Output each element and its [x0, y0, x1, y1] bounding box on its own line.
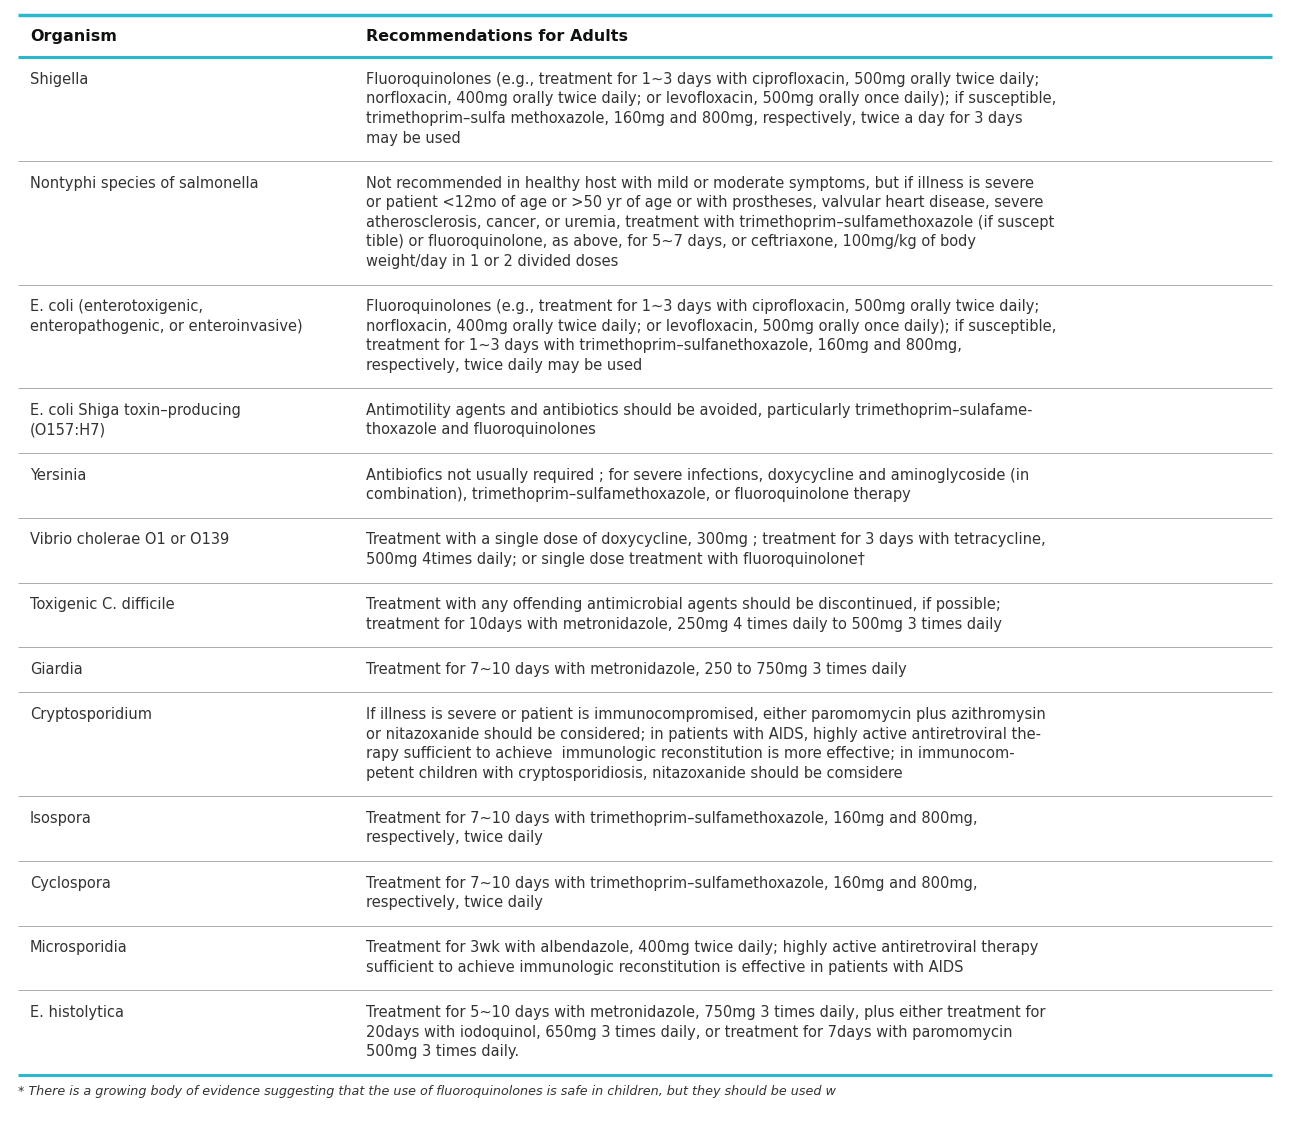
- Text: Shigella: Shigella: [30, 72, 89, 87]
- Text: * There is a growing body of evidence suggesting that the use of fluoroquinolone: * There is a growing body of evidence su…: [18, 1085, 836, 1097]
- Text: treatment for 1∼3 days with trimethoprim–sulfanethoxazole, 160mg and 800mg,: treatment for 1∼3 days with trimethoprim…: [366, 339, 962, 353]
- Text: Treatment for 7∼10 days with trimethoprim–sulfamethoxazole, 160mg and 800mg,: Treatment for 7∼10 days with trimethopri…: [366, 810, 978, 826]
- Text: tible) or fluoroquinolone, as above, for 5∼7 days, or ceftriaxone, 100mg/kg of b: tible) or fluoroquinolone, as above, for…: [366, 234, 977, 249]
- Text: 20days with iodoquinol, 650mg 3 times daily, or treatment for 7days with paromom: 20days with iodoquinol, 650mg 3 times da…: [366, 1025, 1013, 1039]
- Text: E. histolytica: E. histolytica: [30, 1006, 124, 1020]
- Text: Yersinia: Yersinia: [30, 467, 86, 482]
- Text: rapy sufficient to achieve  immunologic reconstitution is more effective; in imm: rapy sufficient to achieve immunologic r…: [366, 747, 1015, 761]
- Text: petent children with cryptosporidiosis, nitazoxanide should be comsidere: petent children with cryptosporidiosis, …: [366, 766, 903, 780]
- Text: respectively, twice daily may be used: respectively, twice daily may be used: [366, 358, 642, 372]
- Text: Not recommended in healthy host with mild or moderate symptoms, but if illness i: Not recommended in healthy host with mil…: [366, 176, 1035, 191]
- Text: Treatment for 3wk with albendazole, 400mg twice daily; highly active antiretrovi: Treatment for 3wk with albendazole, 400m…: [366, 941, 1038, 955]
- Text: respectively, twice daily: respectively, twice daily: [366, 895, 543, 910]
- Text: combination), trimethoprim–sulfamethoxazole, or fluoroquinolone therapy: combination), trimethoprim–sulfamethoxaz…: [366, 488, 911, 502]
- Text: treatment for 10days with metronidazole, 250mg 4 times daily to 500mg 3 times da: treatment for 10days with metronidazole,…: [366, 617, 1002, 631]
- Text: E. coli Shiga toxin–producing: E. coli Shiga toxin–producing: [30, 402, 241, 418]
- Text: norfloxacin, 400mg orally twice daily; or levofloxacin, 500mg orally once daily): norfloxacin, 400mg orally twice daily; o…: [366, 318, 1057, 334]
- Text: Antibiofics not usually required ; for severe infections, doxycycline and aminog: Antibiofics not usually required ; for s…: [366, 467, 1029, 482]
- Text: may be used: may be used: [366, 130, 461, 146]
- Text: If illness is severe or patient is immunocompromised, either paromomycin plus az: If illness is severe or patient is immun…: [366, 707, 1046, 722]
- Text: 500mg 3 times daily.: 500mg 3 times daily.: [366, 1044, 519, 1059]
- Text: (O157:H7): (O157:H7): [30, 423, 106, 437]
- Text: respectively, twice daily: respectively, twice daily: [366, 831, 543, 845]
- Text: Recommendations for Adults: Recommendations for Adults: [366, 29, 628, 44]
- Text: norfloxacin, 400mg orally twice daily; or levofloxacin, 500mg orally once daily): norfloxacin, 400mg orally twice daily; o…: [366, 92, 1057, 106]
- Text: Treatment with a single dose of doxycycline, 300mg ; treatment for 3 days with t: Treatment with a single dose of doxycycl…: [366, 532, 1046, 547]
- Text: 500mg 4times daily; or single dose treatment with fluoroquinolone†: 500mg 4times daily; or single dose treat…: [366, 552, 866, 567]
- Text: Vibrio cholerae O1 or O139: Vibrio cholerae O1 or O139: [30, 532, 230, 547]
- Text: thoxazole and fluoroquinolones: thoxazole and fluoroquinolones: [366, 423, 596, 437]
- Text: or nitazoxanide should be considered; in patients with AIDS, highly active antir: or nitazoxanide should be considered; in…: [366, 726, 1041, 741]
- Text: enteropathogenic, or enteroinvasive): enteropathogenic, or enteroinvasive): [30, 318, 303, 334]
- Text: Fluoroquinolones (e.g., treatment for 1∼3 days with ciprofloxacin, 500mg orally : Fluoroquinolones (e.g., treatment for 1∼…: [366, 72, 1040, 87]
- Text: E. coli (enterotoxigenic,: E. coli (enterotoxigenic,: [30, 299, 203, 314]
- Text: weight/day in 1 or 2 divided doses: weight/day in 1 or 2 divided doses: [366, 253, 618, 269]
- Text: Cyclospora: Cyclospora: [30, 876, 111, 890]
- Text: Microsporidia: Microsporidia: [30, 941, 128, 955]
- Text: atherosclerosis, cancer, or uremia, treatment with trimethoprim–sulfamethoxazole: atherosclerosis, cancer, or uremia, trea…: [366, 215, 1054, 230]
- Text: Treatment for 5∼10 days with metronidazole, 750mg 3 times daily, plus either tre: Treatment for 5∼10 days with metronidazo…: [366, 1006, 1046, 1020]
- Text: trimethoprim–sulfa methoxazole, 160mg and 800mg, respectively, twice a day for 3: trimethoprim–sulfa methoxazole, 160mg an…: [366, 111, 1023, 126]
- Text: Nontyphi species of salmonella: Nontyphi species of salmonella: [30, 176, 258, 191]
- Text: Antimotility agents and antibiotics should be avoided, particularly trimethoprim: Antimotility agents and antibiotics shou…: [366, 402, 1032, 418]
- Text: Cryptosporidium: Cryptosporidium: [30, 707, 152, 722]
- Text: Treatment for 7∼10 days with trimethoprim–sulfamethoxazole, 160mg and 800mg,: Treatment for 7∼10 days with trimethopri…: [366, 876, 978, 890]
- Text: sufficient to achieve immunologic reconstitution is effective in patients with A: sufficient to achieve immunologic recons…: [366, 960, 964, 975]
- Text: Treatment for 7∼10 days with metronidazole, 250 to 750mg 3 times daily: Treatment for 7∼10 days with metronidazo…: [366, 661, 907, 677]
- Text: Fluoroquinolones (e.g., treatment for 1∼3 days with ciprofloxacin, 500mg orally : Fluoroquinolones (e.g., treatment for 1∼…: [366, 299, 1040, 314]
- Text: Organism: Organism: [30, 29, 117, 44]
- Text: Treatment with any offending antimicrobial agents should be discontinued, if pos: Treatment with any offending antimicrobi…: [366, 597, 1001, 612]
- Text: or patient <12mo of age or >50 yr of age or with prostheses, valvular heart dise: or patient <12mo of age or >50 yr of age…: [366, 195, 1044, 211]
- Text: Giardia: Giardia: [30, 661, 83, 677]
- Text: Toxigenic C. difficile: Toxigenic C. difficile: [30, 597, 174, 612]
- Text: Isospora: Isospora: [30, 810, 92, 826]
